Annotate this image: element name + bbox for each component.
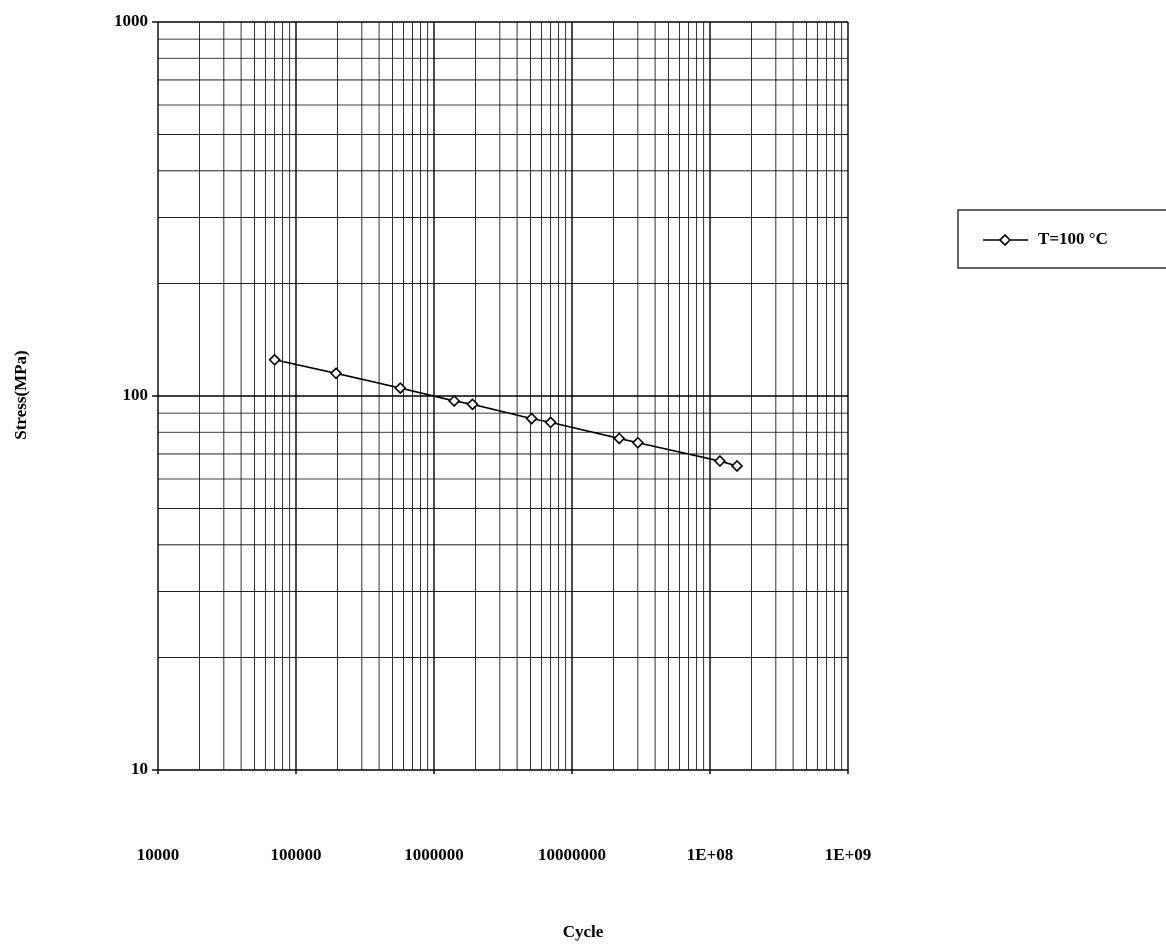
data-point: [633, 438, 643, 448]
y-tick-label: 1000: [114, 11, 148, 30]
data-point: [527, 414, 537, 424]
data-point: [732, 461, 742, 471]
data-point: [449, 396, 459, 406]
data-point: [331, 368, 341, 378]
y-tick-label: 10: [131, 759, 148, 778]
data-point: [546, 417, 556, 427]
x-tick-label: 100000: [271, 845, 322, 864]
x-tick-label: 1E+09: [825, 845, 872, 864]
y-axis-title: Stress(MPa): [11, 350, 30, 439]
data-point: [715, 456, 725, 466]
legend-marker: [1000, 235, 1010, 245]
data-point: [614, 433, 624, 443]
y-tick-label: 100: [123, 385, 149, 404]
legend-label: T=100 °C: [1038, 229, 1108, 248]
x-axis-title: Cycle: [563, 922, 604, 941]
x-tick-label: 1000000: [404, 845, 464, 864]
x-tick-label: 10000000: [538, 845, 606, 864]
x-tick-label: 10000: [137, 845, 180, 864]
data-point: [467, 399, 477, 409]
chart: Stress(MPa) Cycle 10 100 1000 10000 100000 10…: [0, 0, 1166, 947]
x-tick-label: 1E+08: [687, 845, 734, 864]
data-point: [270, 355, 280, 365]
data-point: [395, 383, 405, 393]
